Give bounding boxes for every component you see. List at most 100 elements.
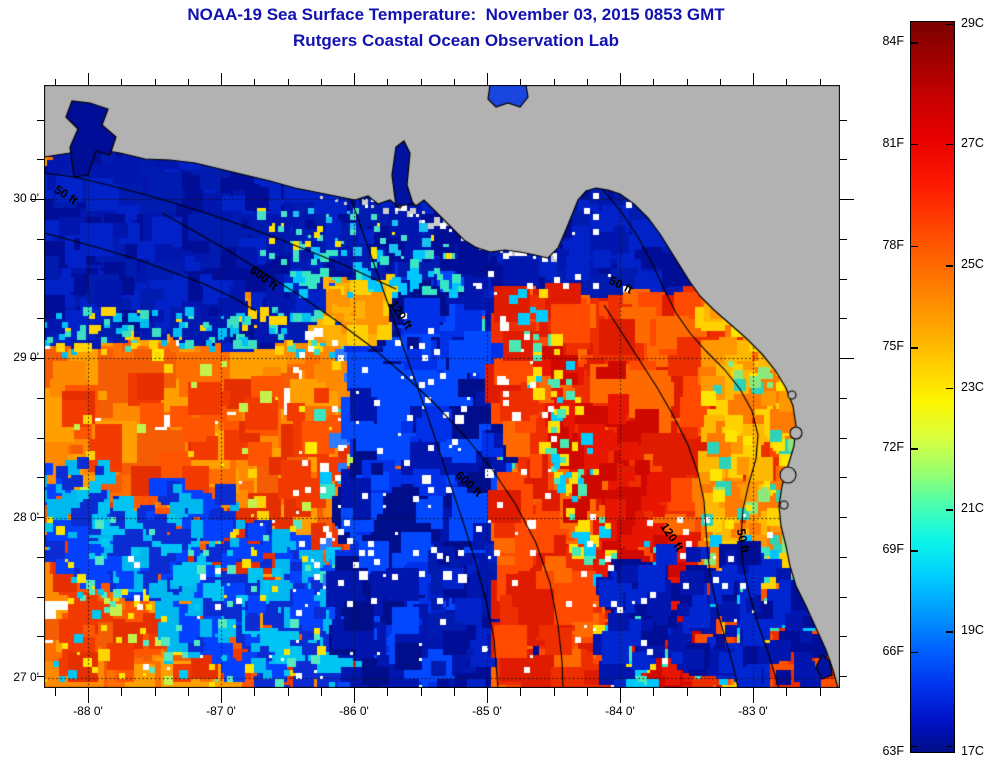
x-tick-mark (121, 79, 123, 85)
y-tick-mark (840, 517, 847, 518)
y-tick-mark (37, 636, 44, 638)
colorbar-label-c: 21C (961, 501, 984, 516)
colorbar-tick-c (946, 143, 953, 146)
y-tick-mark (37, 318, 44, 320)
y-tick-mark (840, 199, 854, 200)
colorbar-label-f: 63F (882, 743, 904, 758)
colorbar-label-c: 29C (961, 15, 984, 30)
x-tick-mark (586, 79, 588, 85)
colorbar-tick-f (911, 745, 918, 748)
colorbar-tick-f (911, 347, 918, 349)
y-tick-mark (37, 397, 44, 399)
x-tick-label: -85 0' (472, 704, 502, 718)
y-tick-mark (840, 318, 847, 320)
colorbar-label-f: 69F (882, 542, 904, 557)
y-tick-mark (840, 238, 847, 240)
sst-map-canvas (44, 85, 840, 688)
colorbar-label-f: 81F (882, 135, 904, 150)
x-tick-mark (287, 79, 289, 85)
x-tick-mark (287, 688, 289, 696)
x-tick-mark (786, 79, 788, 85)
x-tick-mark (453, 688, 455, 696)
x-tick-mark (487, 688, 488, 703)
y-tick-mark (840, 477, 847, 479)
x-tick-mark (221, 73, 222, 85)
x-tick-mark (320, 79, 322, 85)
colorbar-label-f: 72F (882, 440, 904, 455)
colorbar-label-f: 75F (882, 339, 904, 354)
colorbar-tick-c (946, 387, 953, 390)
x-tick-mark (620, 688, 621, 703)
x-tick-mark (54, 688, 56, 696)
page-subtitle: Rutgers Coastal Ocean Observation Lab (293, 31, 619, 50)
page-title: NOAA-19 Sea Surface Temperature: Novembe… (187, 5, 725, 24)
x-tick-mark (387, 79, 389, 85)
y-tick-mark (37, 238, 44, 240)
x-tick-mark (320, 688, 322, 696)
x-tick-mark (88, 688, 89, 703)
colorbar-tick-f (911, 651, 918, 654)
x-tick-mark (553, 688, 555, 696)
y-tick-mark (37, 596, 44, 598)
x-tick-mark (819, 79, 821, 85)
x-tick-mark (121, 688, 123, 696)
x-tick-mark (686, 688, 688, 696)
x-tick-mark (653, 688, 655, 696)
y-tick-mark (840, 636, 847, 638)
colorbar-tick-f (911, 143, 918, 146)
y-tick-mark (37, 437, 44, 439)
x-tick-label: -86 0' (339, 704, 369, 718)
y-tick-mark (37, 676, 44, 677)
x-tick-mark (354, 73, 355, 85)
x-tick-mark (753, 688, 754, 703)
colorbar-label-f: 84F (882, 34, 904, 49)
colorbar-tick-c (946, 745, 953, 748)
colorbar-label-f: 78F (882, 237, 904, 252)
y-tick-label: 30 0' (13, 191, 39, 205)
x-tick-mark (453, 79, 455, 85)
x-tick-mark (54, 79, 56, 85)
x-tick-mark (354, 688, 355, 703)
colorbar-tick-f (911, 245, 918, 248)
x-tick-mark (154, 79, 156, 85)
x-tick-mark (753, 73, 754, 85)
x-tick-mark (786, 688, 788, 696)
colorbar-gradient (910, 21, 955, 753)
x-tick-mark (553, 79, 555, 85)
x-tick-mark (187, 688, 189, 696)
x-tick-mark (420, 79, 422, 85)
x-tick-label: -84 0' (605, 704, 635, 718)
x-tick-mark (154, 688, 156, 696)
y-tick-mark (840, 159, 847, 161)
x-tick-mark (254, 688, 256, 696)
x-tick-mark (653, 79, 655, 85)
x-tick-mark (620, 73, 621, 85)
x-tick-mark (88, 73, 89, 85)
y-tick-mark (37, 517, 44, 518)
x-tick-label: -83 0' (738, 704, 768, 718)
x-tick-mark (586, 688, 588, 696)
x-tick-mark (187, 79, 189, 85)
x-tick-mark (719, 688, 721, 696)
x-tick-label: -88 0' (73, 704, 103, 718)
colorbar-label-f: 66F (882, 643, 904, 658)
map-plot-area: 50 ft 600 ft 120 ft 600 ft 50 ft 120 ft 50 ft (44, 85, 840, 688)
x-tick-mark (254, 79, 256, 85)
x-tick-mark (221, 688, 222, 703)
x-tick-mark (520, 79, 522, 85)
y-tick-mark (37, 556, 44, 558)
y-tick-mark (840, 437, 847, 439)
x-tick-mark (487, 73, 488, 85)
x-tick-mark (686, 79, 688, 85)
colorbar-tick-f (911, 448, 918, 450)
x-tick-mark (819, 688, 821, 696)
colorbar-tick-f (911, 550, 918, 552)
colorbar-label-c: 25C (961, 257, 984, 272)
x-tick-mark (387, 688, 389, 696)
y-tick-label: 27 0' (13, 670, 39, 684)
colorbar-tick-f (911, 42, 918, 44)
x-tick-label: -87 0' (206, 704, 236, 718)
colorbar-tick-c (946, 265, 953, 267)
colorbar-label-c: 27C (961, 135, 984, 150)
